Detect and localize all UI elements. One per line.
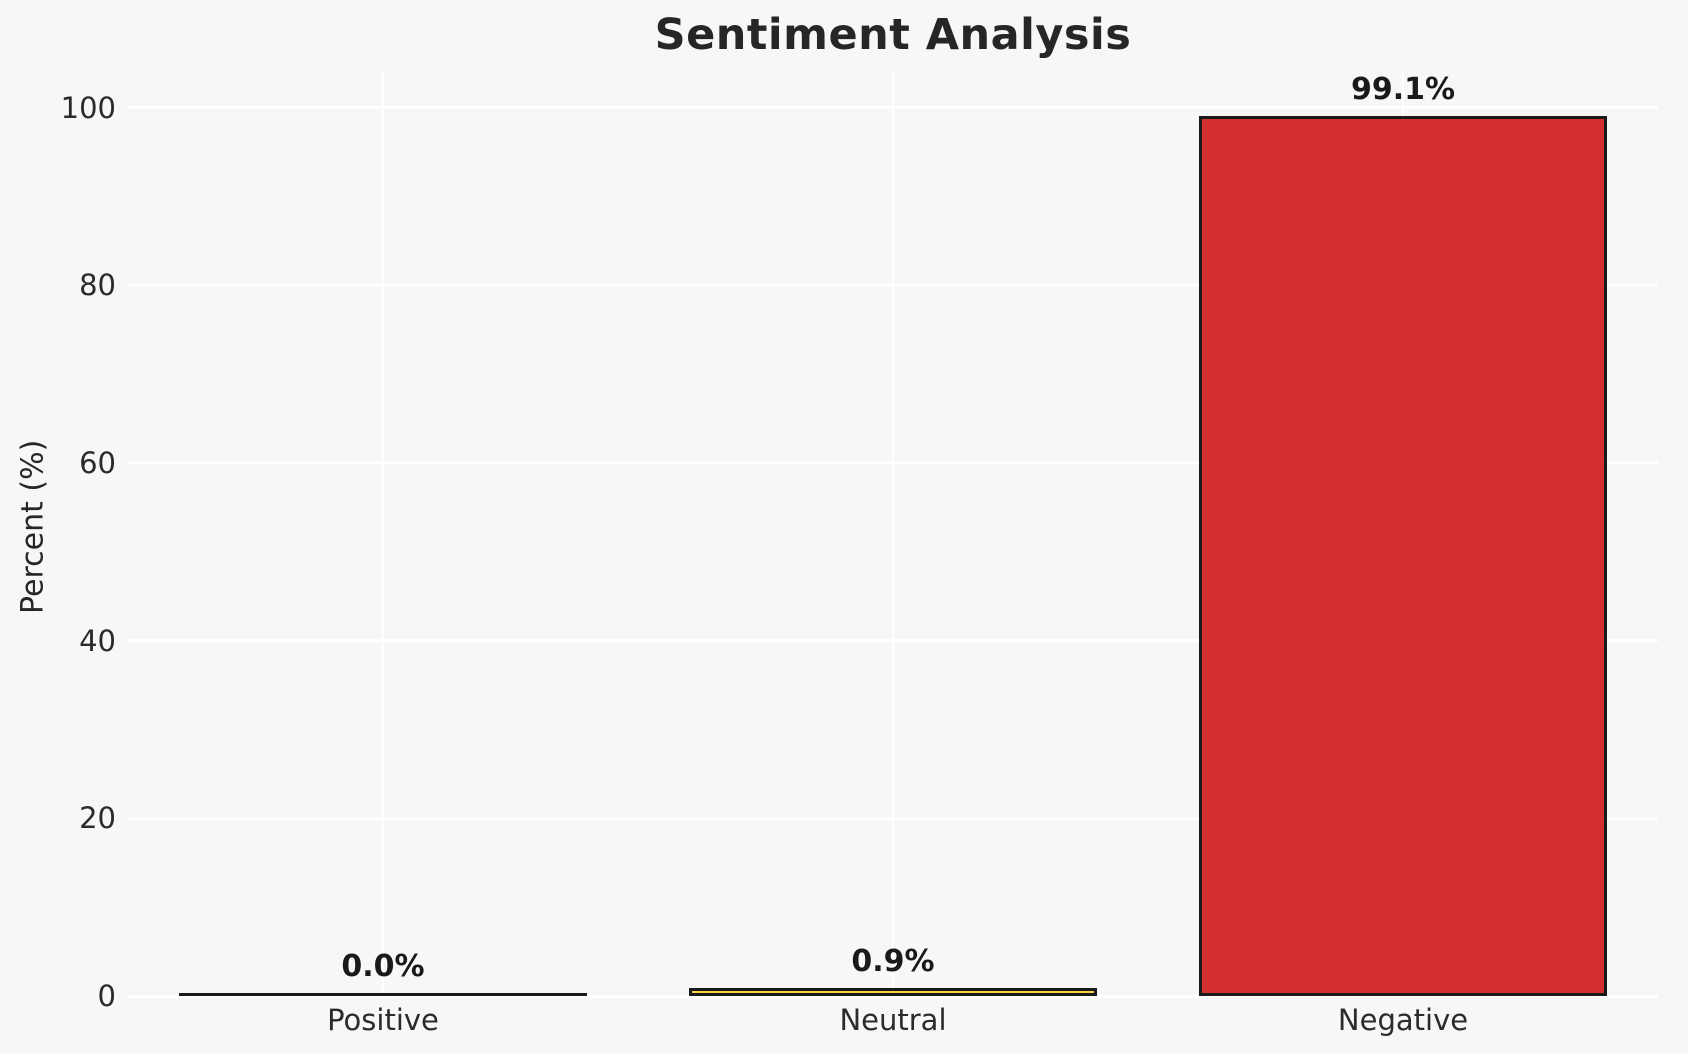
gridline-x-neutral <box>892 72 894 996</box>
gridline-y-0 <box>128 994 1658 998</box>
x-tick-label-negative: Negative <box>1337 1003 1469 1037</box>
bar-positive <box>179 993 587 996</box>
bar-value-label-neutral: 0.9% <box>851 944 935 980</box>
x-tick-label-positive: Positive <box>327 1003 439 1037</box>
x-tick-label-neutral: Neutral <box>839 1003 947 1037</box>
gridline-x-positive <box>382 72 384 996</box>
bar-value-label-positive: 0.0% <box>341 949 425 984</box>
y-tick-label-20: 20 <box>79 801 116 836</box>
bar-neutral <box>689 988 1097 996</box>
plot-area: 0.0% 0.9% 99.1% <box>128 71 1658 998</box>
bar-negative <box>1199 115 1607 996</box>
chart-title: Sentiment Analysis <box>654 10 1132 60</box>
y-tick-label-0: 0 <box>97 979 116 1013</box>
bar-value-label-negative: 99.1% <box>1350 71 1456 107</box>
y-axis-title: Percent (%) <box>15 439 51 614</box>
y-tick-label-80: 80 <box>79 268 116 303</box>
y-tick-label-60: 60 <box>79 445 116 480</box>
y-tick-label-40: 40 <box>79 623 116 658</box>
y-tick-label-100: 100 <box>60 90 116 125</box>
